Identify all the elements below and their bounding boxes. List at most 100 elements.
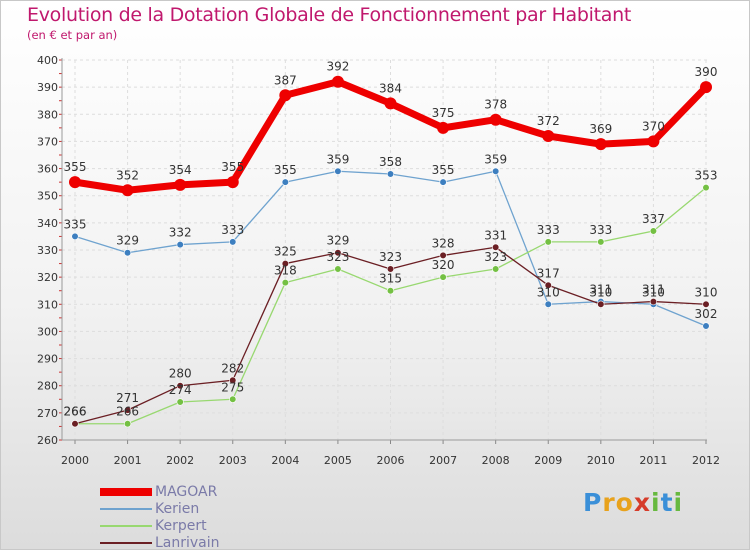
- x-tick-label: 2010: [587, 454, 615, 467]
- data-point-lanrivain: [334, 249, 342, 257]
- data-point-kerpert: [123, 420, 132, 428]
- data-point-kerien: [229, 238, 237, 246]
- data-label-kerpert: 353: [695, 169, 718, 183]
- data-point-lanrivain: [439, 251, 447, 260]
- data-label-kerpert: 315: [379, 272, 402, 286]
- data-point-kerpert: [176, 398, 184, 406]
- data-point-lanrivain: [123, 406, 132, 414]
- data-label-lanrivain: 310: [589, 285, 612, 299]
- data-label-kerpert: 333: [589, 223, 612, 237]
- data-point-kerien: [492, 167, 500, 175]
- data-point-kerpert: [597, 238, 605, 246]
- data-label-lanrivain: 271: [116, 391, 139, 405]
- proxiti-logo: Proxiti: [583, 488, 683, 517]
- legend-label: Kerpert: [155, 518, 207, 534]
- data-label-magoar: 375: [432, 106, 455, 120]
- data-label-magoar: 387: [274, 73, 297, 87]
- data-label-kerpert: 318: [274, 264, 297, 278]
- y-tick-label: 360: [37, 163, 58, 176]
- x-tick-label: 2003: [219, 454, 247, 467]
- data-label-kerpert: 274: [169, 383, 192, 397]
- data-point-magoar: [226, 176, 239, 189]
- data-label-kerien: 355: [432, 163, 455, 177]
- data-point-kerpert: [229, 395, 237, 403]
- data-point-kerien: [71, 232, 79, 241]
- data-label-magoar: 384: [379, 81, 402, 95]
- data-label-kerien: 329: [116, 234, 139, 248]
- data-label-lanrivain: 325: [274, 245, 297, 259]
- y-tick-label: 320: [37, 271, 58, 284]
- logo-letter: o: [615, 488, 634, 517]
- x-tick-label: 2008: [482, 454, 510, 467]
- data-point-kerien: [176, 240, 184, 249]
- x-tick-label: 2001: [114, 454, 142, 467]
- data-label-lanrivain: 266: [64, 405, 87, 419]
- data-point-kerien: [386, 170, 395, 178]
- data-label-magoar: 352: [116, 168, 139, 182]
- data-point-lanrivain: [544, 281, 552, 289]
- data-point-kerien: [123, 249, 132, 257]
- data-point-magoar: [331, 75, 344, 88]
- data-label-magoar: 355: [221, 160, 244, 174]
- data-label-kerpert: 337: [642, 212, 665, 226]
- data-label-lanrivain: 310: [695, 285, 718, 299]
- legend-swatch: [100, 508, 152, 510]
- data-point-kerien: [281, 178, 289, 186]
- data-point-kerien: [439, 178, 447, 186]
- data-label-kerien: 358: [379, 155, 402, 169]
- y-tick-label: 280: [37, 380, 58, 393]
- data-label-magoar: 355: [64, 160, 87, 174]
- data-label-kerien: 302: [695, 307, 718, 321]
- chart-subtitle: (en € et par an): [27, 28, 118, 42]
- data-point-magoar: [489, 113, 502, 126]
- x-tick-label: 2012: [692, 454, 720, 467]
- y-tick-label: 380: [37, 108, 58, 121]
- data-label-magoar: 369: [589, 122, 612, 136]
- data-label-magoar: 378: [484, 98, 507, 112]
- data-point-magoar: [174, 178, 187, 191]
- y-tick-label: 400: [37, 54, 58, 67]
- data-point-kerpert: [334, 265, 342, 273]
- data-point-magoar: [279, 89, 292, 102]
- y-tick-label: 340: [37, 217, 58, 230]
- data-label-kerpert: 320: [432, 258, 455, 272]
- data-label-lanrivain: 323: [379, 250, 402, 264]
- data-label-magoar: 370: [642, 119, 665, 133]
- legend-label: Kerien: [155, 501, 200, 517]
- data-point-lanrivain: [702, 300, 710, 308]
- data-point-lanrivain: [649, 297, 658, 306]
- data-label-kerien: 359: [326, 152, 349, 166]
- legend-swatch: [100, 525, 152, 527]
- data-point-lanrivain: [71, 420, 79, 428]
- y-tick-label: 290: [37, 353, 58, 366]
- data-label-kerpert: 333: [537, 223, 560, 237]
- data-label-kerien: 310: [642, 285, 665, 299]
- legend-swatch: [100, 542, 152, 544]
- data-label-kerien: 333: [221, 223, 244, 237]
- data-point-magoar: [594, 138, 607, 151]
- logo-letter: i: [673, 488, 684, 517]
- data-point-lanrivain: [386, 265, 395, 273]
- data-label-magoar: 372: [537, 114, 560, 128]
- data-point-magoar: [647, 135, 660, 148]
- data-point-lanrivain: [281, 259, 289, 268]
- data-label-kerien: 332: [169, 226, 192, 240]
- data-label-lanrivain: 329: [326, 234, 349, 248]
- data-label-lanrivain: 317: [537, 266, 560, 280]
- data-point-kerien: [544, 300, 552, 308]
- x-tick-label: 2009: [534, 454, 562, 467]
- data-point-lanrivain: [176, 382, 184, 390]
- data-label-kerpert: 266: [116, 405, 139, 419]
- logo-letter: r: [602, 488, 616, 517]
- data-point-kerpert: [492, 265, 500, 273]
- y-tick-label: 270: [37, 407, 58, 420]
- data-label-lanrivain: 282: [221, 361, 244, 375]
- data-label-magoar: 392: [326, 60, 349, 74]
- data-point-magoar: [69, 176, 81, 189]
- data-label-kerien: 335: [64, 217, 87, 231]
- data-point-lanrivain: [229, 376, 237, 384]
- data-label-kerpert: 266: [64, 405, 87, 419]
- data-point-kerpert: [544, 238, 552, 246]
